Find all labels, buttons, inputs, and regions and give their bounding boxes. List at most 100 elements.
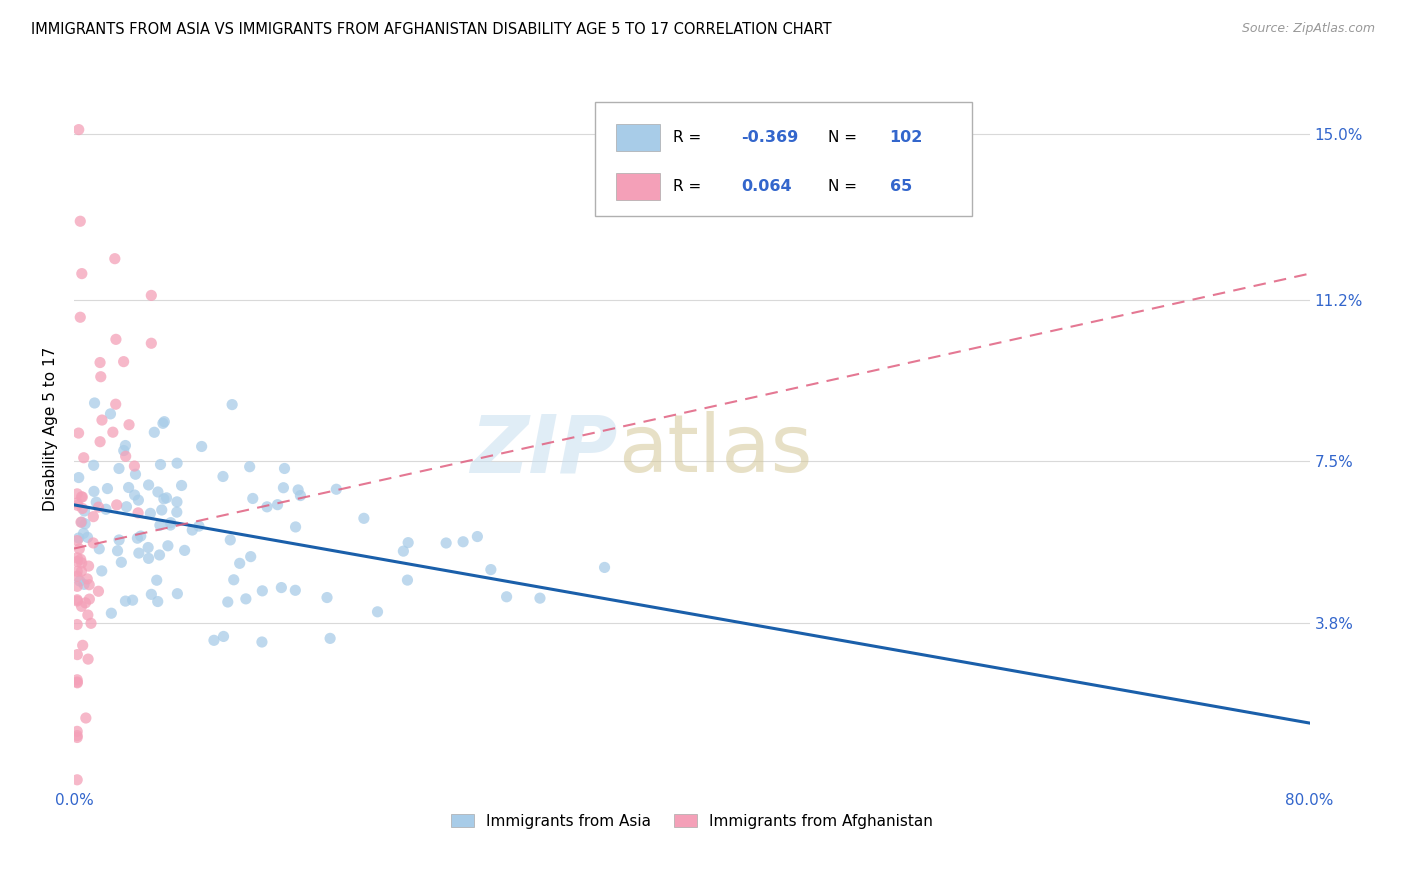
Point	[146, 594, 169, 608]
Point	[67, 470, 90, 484]
Point	[105, 498, 128, 512]
Point	[104, 397, 127, 411]
Point	[67, 541, 90, 556]
Point	[273, 461, 295, 475]
Point	[110, 555, 132, 569]
FancyBboxPatch shape	[596, 103, 973, 216]
Point	[138, 478, 160, 492]
Point	[70, 515, 93, 529]
Point	[77, 559, 100, 574]
Text: atlas: atlas	[617, 411, 813, 489]
Point	[108, 461, 131, 475]
Point	[202, 633, 225, 648]
Point	[593, 560, 616, 574]
Point	[66, 496, 89, 510]
Point	[128, 546, 150, 560]
Point	[145, 573, 167, 587]
Point	[153, 491, 176, 506]
Point	[266, 498, 288, 512]
Point	[66, 617, 89, 632]
Point	[66, 648, 89, 662]
Point	[235, 591, 257, 606]
Legend: Immigrants from Asia, Immigrants from Afghanistan: Immigrants from Asia, Immigrants from Af…	[444, 807, 939, 835]
Point	[80, 616, 103, 631]
Point	[250, 635, 273, 649]
Point	[77, 578, 100, 592]
Point	[270, 581, 292, 595]
Point	[66, 533, 89, 548]
Point	[66, 729, 89, 743]
Point	[83, 458, 105, 473]
Point	[219, 533, 242, 547]
Point	[73, 577, 96, 591]
Point	[73, 450, 96, 465]
Point	[124, 467, 146, 482]
Point	[66, 550, 89, 565]
Point	[114, 438, 136, 452]
Point	[479, 563, 502, 577]
Point	[166, 505, 188, 519]
Point	[156, 539, 179, 553]
Point	[89, 434, 111, 449]
Point	[101, 425, 124, 440]
Point	[181, 523, 204, 537]
Point	[66, 569, 89, 583]
Point	[72, 526, 94, 541]
Point	[136, 541, 159, 555]
Point	[529, 591, 551, 606]
Point	[217, 595, 239, 609]
Point	[228, 557, 250, 571]
Point	[89, 355, 111, 369]
Point	[118, 417, 141, 432]
Point	[149, 458, 172, 472]
Point	[67, 531, 90, 545]
Point	[129, 529, 152, 543]
Point	[66, 594, 89, 608]
Bar	[616, 124, 659, 152]
Point	[70, 515, 93, 529]
Point	[112, 354, 135, 368]
Point	[87, 584, 110, 599]
Point	[284, 583, 307, 598]
Point	[153, 415, 176, 429]
Point	[69, 574, 91, 588]
Point	[141, 336, 163, 351]
Point	[141, 288, 163, 302]
Point	[96, 482, 118, 496]
Point	[108, 533, 131, 547]
Point	[90, 564, 112, 578]
Point	[75, 516, 97, 531]
Point	[112, 443, 135, 458]
Point	[239, 549, 262, 564]
Point	[159, 516, 181, 530]
Point	[90, 369, 112, 384]
Point	[87, 500, 110, 515]
Point	[170, 478, 193, 492]
Point	[70, 564, 93, 578]
Point	[84, 495, 107, 509]
Point	[396, 535, 419, 549]
Point	[67, 122, 90, 136]
Point	[100, 407, 122, 421]
Point	[67, 426, 90, 441]
Point	[187, 519, 209, 533]
Point	[256, 500, 278, 514]
Point	[212, 629, 235, 643]
Point	[69, 214, 91, 228]
Point	[127, 493, 149, 508]
Point	[152, 417, 174, 431]
Text: 0.064: 0.064	[741, 179, 792, 194]
Point	[273, 481, 295, 495]
Point	[75, 596, 97, 610]
Point	[104, 332, 127, 346]
Point	[66, 772, 89, 787]
Point	[100, 606, 122, 620]
Text: 102: 102	[890, 130, 922, 145]
Point	[70, 267, 93, 281]
Point	[107, 543, 129, 558]
Point	[82, 509, 104, 524]
Point	[70, 490, 93, 504]
Point	[124, 458, 146, 473]
Point	[79, 592, 101, 607]
Point	[166, 587, 188, 601]
